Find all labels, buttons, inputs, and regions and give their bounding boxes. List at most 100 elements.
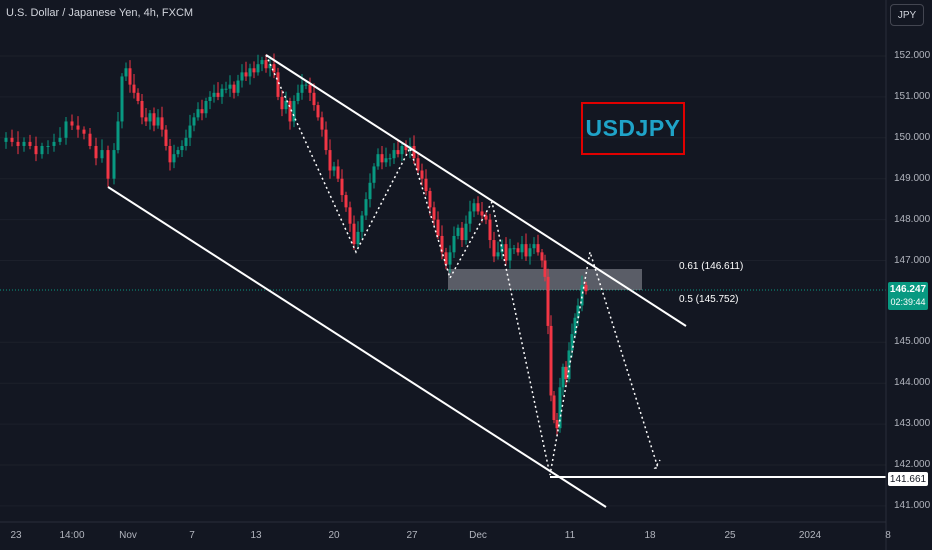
candle-body xyxy=(240,72,244,81)
candle-body xyxy=(248,68,252,77)
candle-body xyxy=(284,100,288,110)
candle-body xyxy=(424,178,428,191)
candle-body xyxy=(316,105,320,118)
time-tick-label: 2024 xyxy=(798,530,822,541)
candle-body xyxy=(212,92,216,97)
time-tick-label: 25 xyxy=(724,530,736,541)
candle-body xyxy=(476,203,480,212)
time-tick-label: Nov xyxy=(119,530,137,541)
candle-body xyxy=(176,150,180,155)
price-tick-label: 148.000 xyxy=(894,213,931,225)
candle-body xyxy=(52,141,56,146)
time-tick-label: 7 xyxy=(189,530,195,541)
time-tick-label: 8 xyxy=(885,530,891,541)
candle-body xyxy=(64,121,68,138)
candle-body xyxy=(132,84,136,93)
price-tick-label: 151.000 xyxy=(894,90,931,102)
candle-body xyxy=(28,141,32,146)
candle-body xyxy=(140,100,144,118)
candle-body xyxy=(528,248,532,257)
candle-body xyxy=(304,84,308,86)
candle-body xyxy=(516,248,520,253)
candle-body xyxy=(504,244,508,261)
candle-body xyxy=(288,100,292,122)
candle-body xyxy=(276,72,280,97)
candle-body xyxy=(22,141,26,146)
candle-body xyxy=(392,150,396,159)
price-tick-label: 150.000 xyxy=(894,131,931,143)
candle-body xyxy=(76,125,80,130)
candle-body xyxy=(216,92,220,97)
candle-body xyxy=(40,145,44,155)
candle-body xyxy=(228,84,232,89)
candle-body xyxy=(308,84,312,93)
candle-body xyxy=(420,170,424,179)
candle-body xyxy=(520,244,524,253)
price-tick-label: 149.000 xyxy=(894,172,931,184)
candle-body xyxy=(496,252,500,257)
candle-body xyxy=(564,366,568,380)
candle-body xyxy=(94,145,98,159)
candle-body xyxy=(168,145,172,163)
candle-body xyxy=(200,109,204,114)
candle-body xyxy=(404,145,408,151)
candle-body xyxy=(70,121,74,126)
candle-body xyxy=(112,150,116,179)
candle-body xyxy=(106,150,110,179)
symbol-title[interactable]: U.S. Dollar / Japanese Yen, 4h, FXCM xyxy=(6,7,194,19)
candle-body xyxy=(268,64,272,69)
candle-body xyxy=(152,113,156,126)
elliott-wave-path xyxy=(265,54,661,476)
candle-body xyxy=(555,420,559,429)
candle-body xyxy=(432,207,436,220)
candle-body xyxy=(328,150,332,171)
time-tick-label: 20 xyxy=(328,530,340,541)
candle-body xyxy=(156,117,160,126)
price-tick-label: 144.000 xyxy=(894,377,931,389)
candle-body xyxy=(116,121,120,151)
candle-body xyxy=(220,88,224,97)
upper-channel-line xyxy=(265,54,687,327)
candle-body xyxy=(332,166,336,171)
candle-body xyxy=(136,92,140,101)
candle-body xyxy=(180,145,184,151)
candle-body xyxy=(468,211,472,224)
bar-countdown: 02:39:44 xyxy=(890,297,926,307)
candle-body xyxy=(492,240,496,257)
fib-label-061: 0.61 (146.611) xyxy=(679,261,744,272)
time-tick-label: Dec xyxy=(469,530,487,541)
price-tick-label: 145.000 xyxy=(894,336,931,348)
candle-body xyxy=(340,178,344,196)
candle-body xyxy=(16,141,20,146)
candle-body xyxy=(296,92,300,101)
candle-body xyxy=(567,350,571,380)
candle-body xyxy=(460,227,464,241)
candle-body xyxy=(436,219,440,236)
candle-body xyxy=(552,395,556,421)
candle-body xyxy=(368,182,372,200)
candle-body xyxy=(372,166,376,183)
support-level-tag: 141.661 xyxy=(888,472,928,486)
candle-body xyxy=(192,117,196,126)
candle-body xyxy=(500,244,504,253)
candle-body xyxy=(532,244,536,249)
candle-body xyxy=(148,113,152,122)
price-tick-label: 141.000 xyxy=(894,499,931,511)
candle-body xyxy=(448,252,452,265)
candle-body xyxy=(400,145,404,155)
candle-body xyxy=(428,190,432,208)
candle-body xyxy=(508,248,512,261)
candle-body xyxy=(124,68,128,77)
candle-body xyxy=(558,387,562,429)
currency-button[interactable]: JPY xyxy=(890,4,924,26)
candle-body xyxy=(488,219,492,241)
candle-body xyxy=(484,215,488,220)
candle-body xyxy=(573,317,577,335)
candle-body xyxy=(260,60,264,65)
candle-body xyxy=(396,150,400,155)
candle-body xyxy=(82,129,86,134)
candles xyxy=(4,53,588,436)
candle-body xyxy=(549,325,553,396)
candle-body xyxy=(272,64,276,73)
